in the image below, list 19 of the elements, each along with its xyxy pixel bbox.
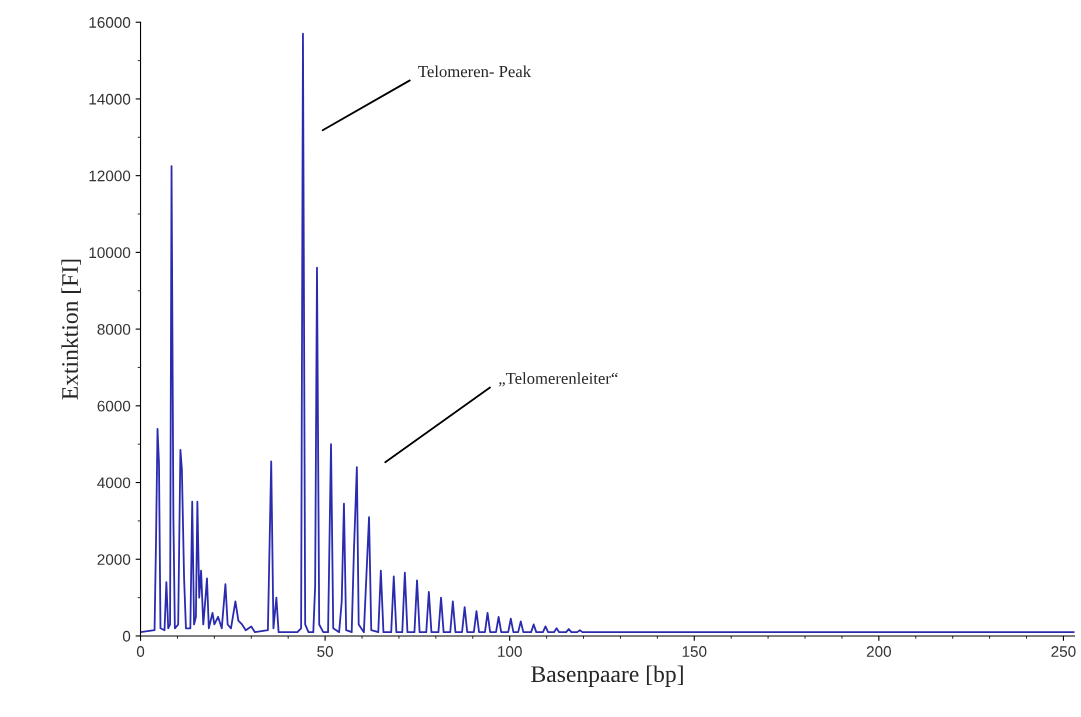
y-tick-label: 10000 (89, 247, 131, 259)
annotation: Telomeren- Peak (418, 65, 532, 78)
x-tick-label: 200 (866, 646, 892, 657)
x-tick-label: 100 (498, 646, 522, 657)
y-tick-label: 6000 (97, 400, 131, 412)
y-tick-label: 2000 (97, 554, 131, 565)
y-tick-label: 14000 (89, 93, 131, 105)
x-axis-title: Basenpaare [bp] (531, 665, 683, 687)
y-tick-label: 8000 (97, 323, 131, 335)
x-tick-label: 150 (682, 646, 707, 657)
y-tick-label: 12000 (89, 170, 131, 182)
x-tick-label: 50 (317, 646, 334, 657)
annotation: „Telomerenleiter“ (498, 372, 618, 387)
y-tick-label: 4000 (97, 477, 131, 489)
y-axis-title: Extinktion [FI] (61, 259, 81, 400)
y-tick-label: 0 (122, 630, 131, 642)
x-tick-label: 250 (1051, 646, 1076, 657)
y-tick-label: 16000 (89, 17, 131, 28)
x-tick-label: 0 (136, 646, 145, 657)
